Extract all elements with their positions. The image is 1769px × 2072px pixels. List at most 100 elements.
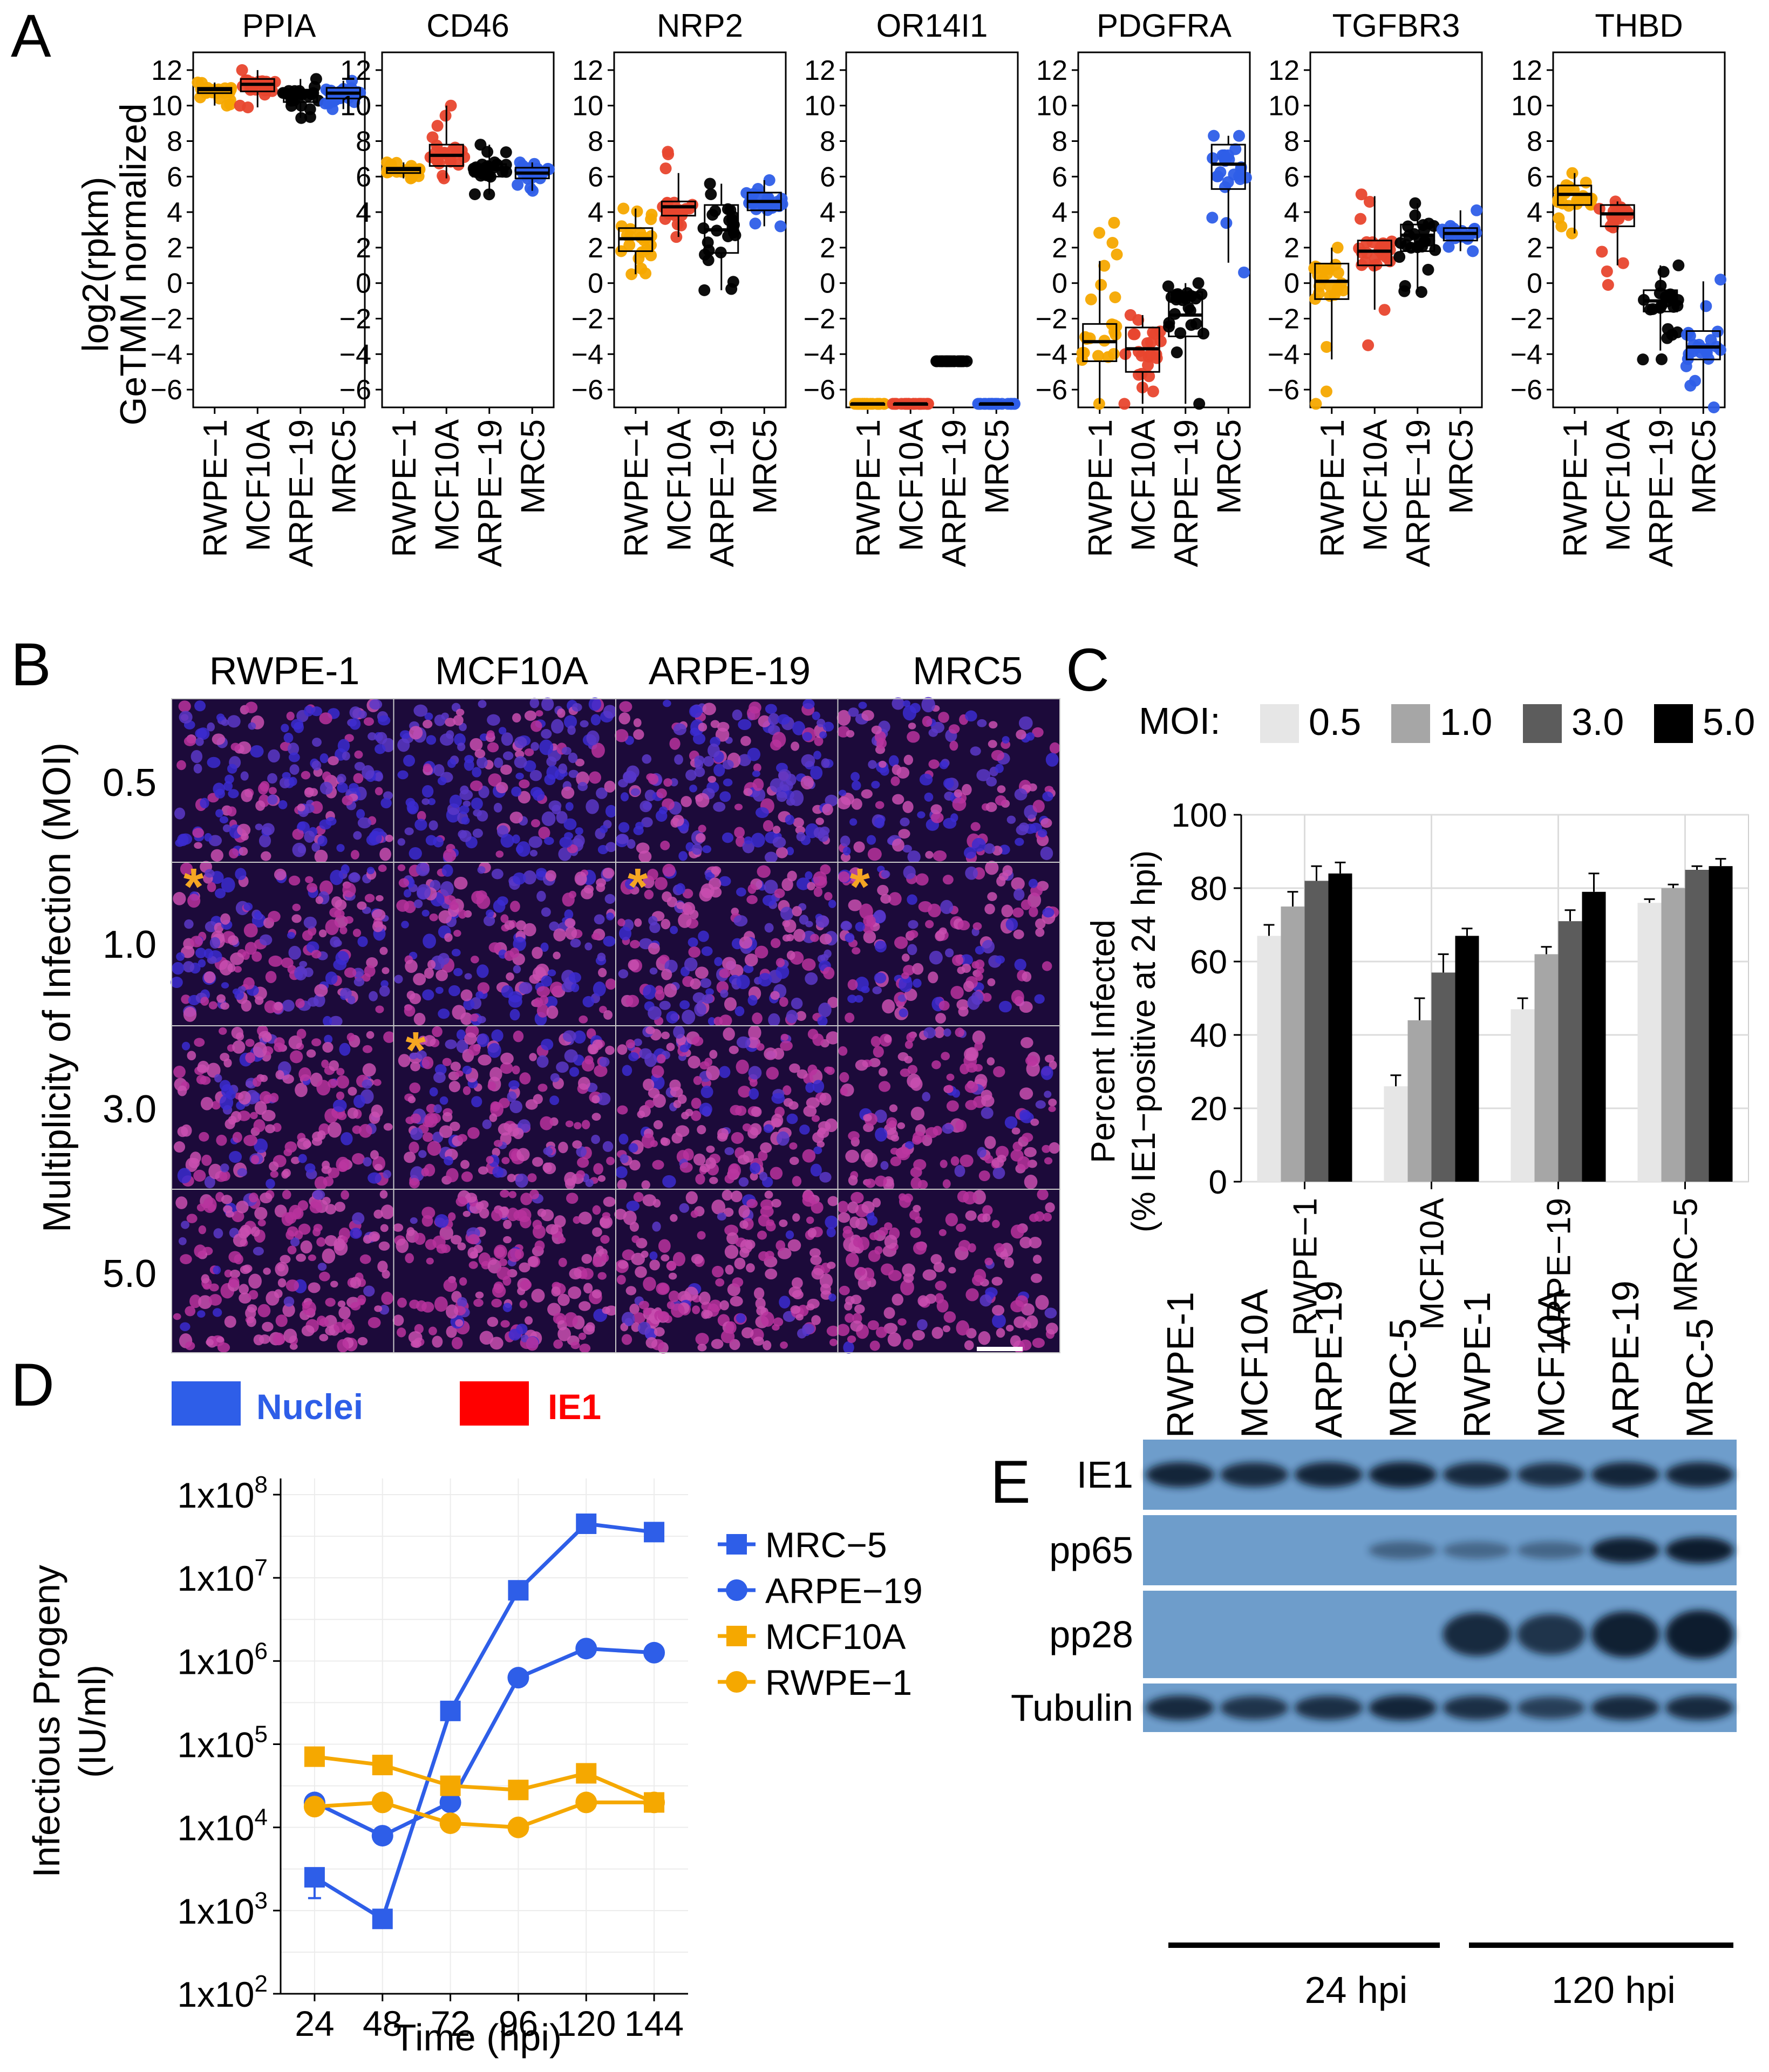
nucleus (493, 1244, 507, 1259)
nucleus (1042, 961, 1052, 971)
nucleus (487, 1081, 496, 1091)
nucleus (289, 1343, 298, 1350)
nucleus (403, 754, 416, 767)
nucleus (183, 736, 196, 746)
nucleus (453, 930, 461, 937)
nucleus (724, 1244, 739, 1259)
nucleus (792, 1176, 802, 1187)
nucleus (910, 1227, 921, 1238)
nucleus (654, 1327, 665, 1337)
nucleus (913, 1242, 927, 1255)
nucleus (405, 798, 416, 807)
y-tick-label: 12 (340, 55, 371, 86)
nucleus (825, 1118, 838, 1133)
y-tick-label-exponent: 5 (255, 1721, 268, 1748)
data-point-rwpe-1 (1323, 263, 1335, 275)
nucleus (461, 816, 470, 825)
nucleus (618, 1134, 629, 1145)
blot-label-pp28: pp28 (1049, 1613, 1133, 1655)
y-tick-label-base: 1x10 (177, 1558, 254, 1598)
nucleus (286, 711, 295, 721)
nucleus (581, 1268, 594, 1280)
nucleus (956, 1223, 967, 1232)
nucleus (518, 790, 531, 804)
nucleus (445, 718, 456, 727)
nucleus (529, 698, 540, 708)
series-line-arpe-19 (314, 1646, 655, 1838)
nucleus (405, 959, 418, 973)
nucleus (241, 789, 253, 802)
nucleus (366, 867, 375, 875)
nucleus (722, 832, 734, 843)
nucleus (477, 810, 488, 822)
nucleus (795, 1011, 807, 1021)
nucleus (529, 849, 538, 857)
nucleus (352, 1125, 362, 1134)
nucleus (438, 1008, 450, 1019)
nucleus (982, 939, 995, 954)
data-point-rwpe-1 (1566, 167, 1579, 179)
nucleus (768, 713, 780, 725)
nucleus (673, 1025, 685, 1039)
nucleus (438, 910, 452, 924)
data-point-rwpe-1 (1111, 248, 1123, 261)
data-point-arpe-19 (439, 1791, 461, 1814)
y-tick-label-base: 1x10 (177, 1475, 254, 1515)
data-point-arpe-19 (1411, 241, 1424, 254)
nucleus (542, 1162, 552, 1173)
nucleus (847, 979, 858, 991)
data-point-mcf10a (671, 218, 684, 230)
asterisk-marker: * (183, 858, 204, 916)
bar-arpe-19-moi-0-5 (1511, 1009, 1535, 1182)
panel-c-legend-title: MOI: (1139, 700, 1221, 742)
nucleus (615, 729, 629, 742)
nucleus (514, 736, 527, 749)
nucleus (740, 735, 751, 746)
nucleus (766, 1222, 776, 1232)
nucleus (200, 1096, 214, 1110)
nucleus (661, 969, 672, 980)
nucleus (961, 964, 971, 973)
nucleus (352, 1153, 365, 1165)
band-lane-6 (1517, 1614, 1586, 1655)
nucleus (551, 1286, 561, 1297)
nucleus (913, 1204, 921, 1212)
data-point-mrc5 (1233, 130, 1246, 142)
nucleus (564, 1312, 578, 1327)
nucleus (540, 942, 549, 952)
nucleus (945, 948, 954, 958)
nucleus (874, 972, 887, 984)
nucleus (418, 1035, 428, 1045)
nucleus (455, 1070, 464, 1077)
nucleus (586, 730, 600, 746)
nucleus (357, 1337, 368, 1346)
nucleus (724, 1174, 734, 1184)
nucleus (336, 1068, 345, 1076)
nucleus (282, 999, 295, 1012)
nucleus (493, 1140, 503, 1147)
nucleus (879, 760, 887, 768)
nucleus (173, 892, 186, 905)
nucleus (960, 954, 973, 966)
nucleus (380, 798, 392, 809)
panel-d-xlabel: Time (hpi) (393, 2016, 562, 2059)
nucleus (372, 921, 384, 932)
y-tick-label: −2 (1036, 304, 1067, 335)
nucleus (930, 1254, 942, 1265)
nucleus (520, 1279, 532, 1290)
nucleus (251, 951, 262, 962)
nucleus (829, 1339, 838, 1346)
nucleus (810, 1255, 822, 1265)
nucleus (448, 1081, 461, 1093)
data-point-arpe-19 (1671, 326, 1684, 338)
nucleus (543, 1147, 553, 1155)
nucleus (249, 1192, 258, 1203)
nucleus (233, 1233, 247, 1248)
nucleus (678, 851, 688, 861)
y-tick-label: 10 (151, 91, 182, 122)
data-point-mcf10a (437, 169, 449, 182)
nucleus (207, 1204, 216, 1211)
nucleus (427, 798, 436, 806)
nucleus (236, 1201, 249, 1214)
nucleus (648, 1088, 660, 1099)
